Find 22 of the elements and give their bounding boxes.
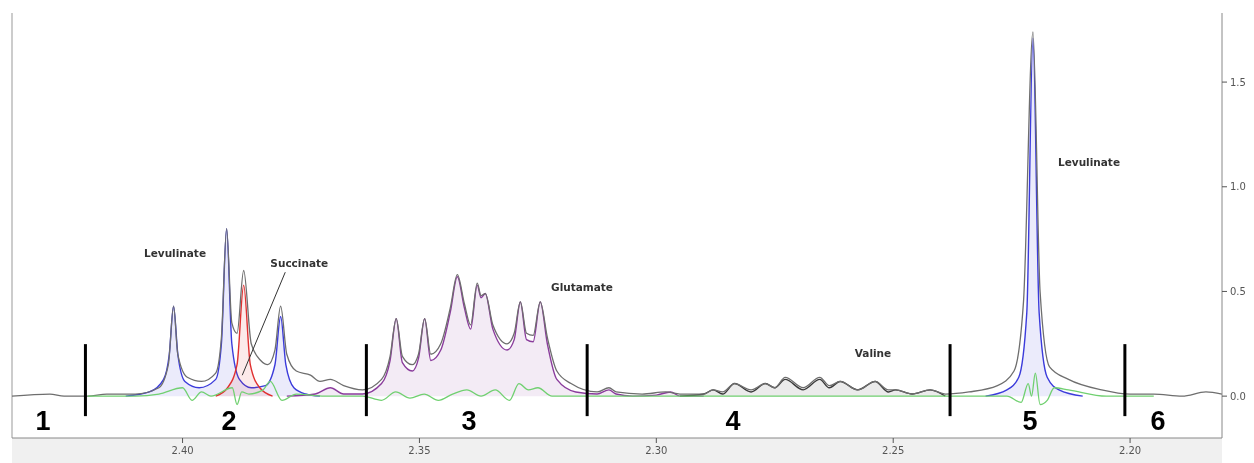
annotation: 1 [35,406,51,436]
annotation: 5 [1022,406,1038,436]
y-tick-label: 0.0 [1230,390,1246,402]
x-tick-label: 2.35 [408,445,431,456]
x-tick-label: 2.30 [645,445,668,456]
y-tick-label: 1.0 [1230,181,1246,193]
line-series [87,372,1155,406]
x-tick-label: 2.20 [1118,445,1142,456]
annotation: 3 [461,406,477,436]
annotation: Levulinate [143,247,207,259]
x-tick-label: 2.40 [171,445,194,456]
line-series [11,31,1223,397]
annotation: 6 [1150,406,1166,436]
y-tick-label: 0.5 [1230,285,1246,297]
annotation: Valine [854,347,892,359]
y-tick-label: 1.5 [1230,76,1246,88]
annotation: Succinate [270,257,329,270]
annotation: Levulinate [1057,156,1121,168]
x-tick-label: 2.25 [882,445,905,456]
annotation: 4 [725,406,741,436]
annotation: 2 [221,406,237,436]
annotation: Glutamate [551,281,613,293]
